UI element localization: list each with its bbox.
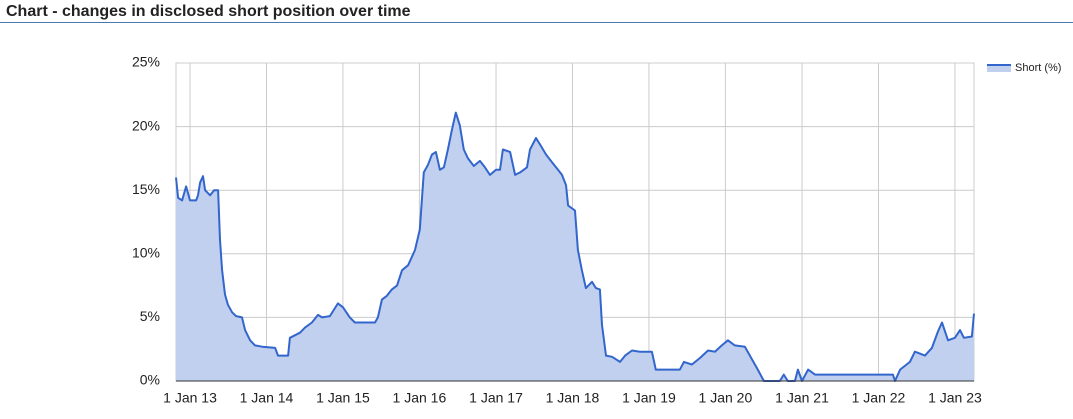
legend-swatch <box>987 65 1011 72</box>
y-tick-label: 20% <box>132 117 160 133</box>
x-tick-label: 1 Jan 14 <box>240 390 294 406</box>
y-tick-label: 15% <box>132 181 160 197</box>
x-tick-label: 1 Jan 18 <box>546 390 600 406</box>
legend-label: Short (%) <box>1015 62 1061 74</box>
chart-title: Chart - changes in disclosed short posit… <box>6 3 411 20</box>
y-tick-label: 5% <box>140 308 160 324</box>
y-tick-label: 25% <box>132 54 160 70</box>
x-tick-label: 1 Jan 19 <box>622 390 676 406</box>
line <box>175 111 975 382</box>
x-tick-label: 1 Jan 13 <box>163 390 217 406</box>
x-tick-label: 1 Jan 15 <box>316 390 370 406</box>
x-tick-label: 1 Jan 22 <box>852 390 906 406</box>
area-fill <box>176 112 974 381</box>
x-tick-label: 1 Jan 16 <box>393 390 447 406</box>
x-tick-label: 1 Jan 23 <box>928 390 982 406</box>
x-tick-label: 1 Jan 17 <box>469 390 523 406</box>
x-tick-label: 1 Jan 21 <box>775 390 829 406</box>
x-tick-label: 1 Jan 20 <box>699 390 753 406</box>
y-tick-label: 10% <box>132 245 160 261</box>
y-tick-label: 0% <box>140 372 160 388</box>
